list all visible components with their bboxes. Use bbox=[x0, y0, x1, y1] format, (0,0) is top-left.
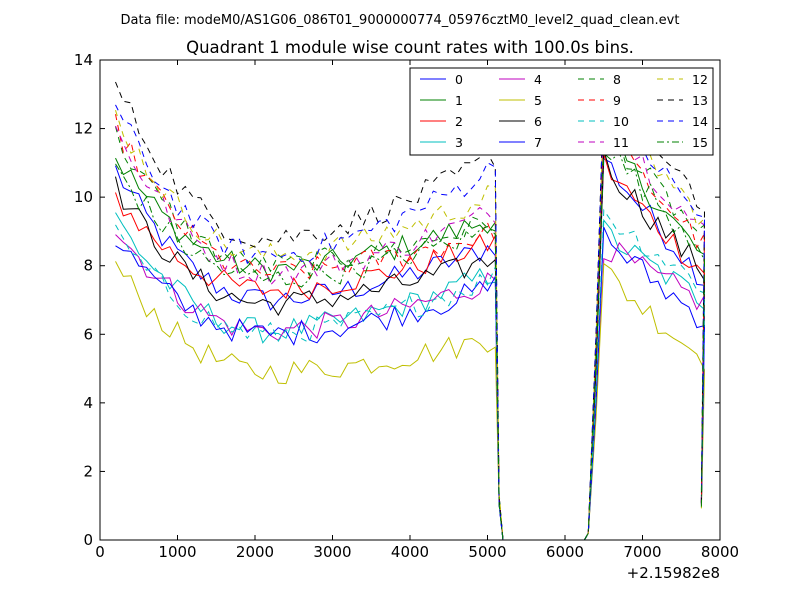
series-line-15 bbox=[115, 151, 706, 541]
x-offset-label: +2.15982e8 bbox=[627, 564, 720, 582]
legend-label-13: 13 bbox=[692, 93, 708, 108]
legend-label-9: 9 bbox=[613, 93, 621, 108]
y-tick-label: 10 bbox=[74, 188, 93, 206]
y-tick-label: 2 bbox=[83, 462, 93, 480]
legend-label-10: 10 bbox=[613, 114, 629, 129]
x-tick-label: 5000 bbox=[468, 543, 506, 561]
legend-label-8: 8 bbox=[613, 72, 621, 87]
legend-label-12: 12 bbox=[692, 72, 708, 87]
x-tick-label: 6000 bbox=[546, 543, 584, 561]
series-line-7 bbox=[115, 226, 706, 541]
series-line-0 bbox=[115, 157, 706, 541]
figure-suptitle: Data file: modeM0/AS1G06_086T01_90000007… bbox=[121, 13, 680, 28]
series-line-9 bbox=[115, 114, 705, 541]
y-tick-label: 6 bbox=[83, 325, 93, 343]
series-line-8 bbox=[115, 115, 706, 541]
x-tick-label: 8000 bbox=[701, 543, 739, 561]
series-layer bbox=[115, 81, 706, 541]
chart-title: Quadrant 1 module wise count rates with … bbox=[186, 38, 634, 57]
y-tick-label: 0 bbox=[83, 531, 93, 549]
legend-label-11: 11 bbox=[613, 135, 629, 150]
series-line-5 bbox=[115, 261, 706, 541]
series-line-11 bbox=[115, 118, 706, 541]
x-axis: 0 1000 2000 3000 4000 5000 6000 7000 8000 bbox=[95, 60, 739, 561]
series-line-4 bbox=[115, 234, 705, 541]
x-tick-label: 4000 bbox=[391, 543, 429, 561]
series-line-10 bbox=[115, 208, 706, 541]
legend-label-15: 15 bbox=[692, 135, 708, 150]
legend-label-7: 7 bbox=[534, 135, 542, 150]
x-tick-label: 7000 bbox=[623, 543, 661, 561]
y-tick-label: 8 bbox=[83, 257, 93, 275]
legend-label-2: 2 bbox=[455, 114, 463, 129]
y-tick-label: 4 bbox=[83, 394, 93, 412]
legend-label-1: 1 bbox=[455, 93, 463, 108]
legend-label-0: 0 bbox=[455, 72, 463, 87]
legend-box bbox=[409, 67, 714, 156]
y-tick-label: 12 bbox=[74, 120, 93, 138]
legend-label-5: 5 bbox=[534, 93, 542, 108]
x-tick-label: 0 bbox=[95, 543, 105, 561]
x-tick-label: 3000 bbox=[313, 543, 351, 561]
legend-label-3: 3 bbox=[455, 135, 463, 150]
series-line-6 bbox=[115, 149, 706, 541]
legend-label-6: 6 bbox=[534, 114, 542, 129]
series-line-14 bbox=[115, 91, 706, 541]
x-tick-label: 1000 bbox=[158, 543, 196, 561]
y-tick-label: 14 bbox=[74, 51, 93, 69]
legend-label-14: 14 bbox=[692, 114, 708, 129]
series-line-3 bbox=[115, 212, 706, 541]
legend-label-4: 4 bbox=[534, 72, 542, 87]
x-tick-label: 2000 bbox=[236, 543, 274, 561]
